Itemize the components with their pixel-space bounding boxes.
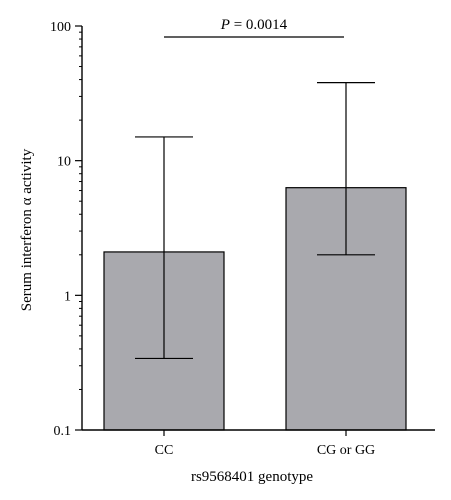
x-tick-label: CG or GG [317, 443, 375, 458]
x-tick-label: CC [155, 443, 174, 458]
y-tick-label: 10 [57, 155, 71, 170]
y-axis-label: Serum interferon α activity [19, 148, 35, 311]
y-axis: 0.1 1 10 100 [50, 20, 83, 439]
y-tick-label: 100 [50, 20, 71, 35]
x-axis: CC CG or GG [82, 429, 435, 458]
y-tick-label: 1 [64, 289, 71, 304]
p-value-label: P = 0.0014 [220, 17, 288, 33]
bars [103, 81, 407, 431]
significance-annotation: P = 0.0014 [164, 17, 344, 38]
x-axis-label: rs9568401 genotype [191, 469, 313, 485]
y-tick-label: 0.1 [54, 424, 72, 439]
